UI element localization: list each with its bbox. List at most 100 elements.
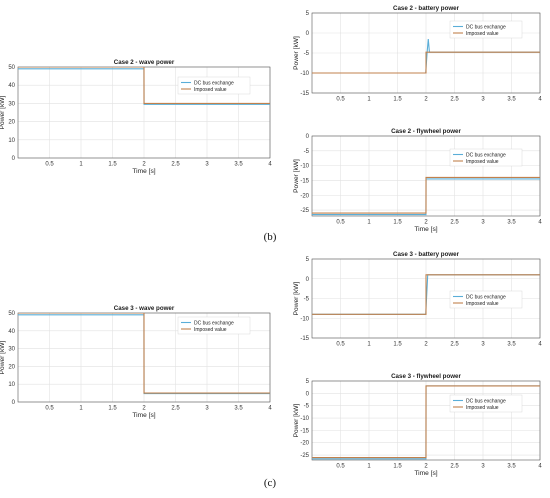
series-line-imposed — [18, 313, 270, 394]
x-axis-label: Time [s] — [414, 226, 437, 233]
x-tick-label: 1 — [79, 162, 83, 168]
legend-label: DC bus exchange — [194, 320, 234, 326]
x-tick-label: 2 — [424, 220, 428, 226]
plot-frame — [311, 12, 541, 94]
x-tick-label: 1 — [367, 97, 371, 103]
x-tick-label: 2 — [142, 162, 146, 168]
series-line-imposed — [18, 67, 270, 104]
legend-box — [449, 290, 523, 309]
chart-title: Case 3 - battery power — [393, 251, 460, 258]
x-tick-label: 2 — [424, 97, 428, 103]
panel-label-c: (c) — [264, 477, 277, 489]
x-tick-label: 2.5 — [171, 406, 180, 412]
x-tick-label: 3.5 — [507, 97, 516, 103]
legend-box — [177, 316, 251, 335]
x-tick-label: 2.5 — [450, 220, 459, 226]
x-tick-label: 0.5 — [336, 342, 345, 348]
legend-label: Imposed value — [194, 327, 227, 333]
legend-box — [449, 20, 523, 39]
x-tick-label: 0.5 — [336, 97, 345, 103]
legend-label: DC bus exchange — [194, 80, 234, 86]
legend-label: Imposed value — [466, 31, 499, 37]
x-tick-label: 3 — [481, 97, 485, 103]
x-tick-label: 2.5 — [450, 464, 459, 470]
y-tick-label: 40 — [8, 329, 15, 335]
y-tick-label: 0 — [12, 400, 16, 406]
x-tick-label: 0.5 — [45, 162, 54, 168]
y-tick-label: 0 — [306, 277, 310, 283]
x-tick-label: 1.5 — [393, 342, 402, 348]
x-tick-label: 1 — [367, 220, 371, 226]
case2-battery-chart: 0.5 1 1.5 2 2.5 3 3.5 4 -15 -10 -5 0 5 Case 2 - batte… — [293, 5, 542, 103]
y-tick-label: 50 — [8, 65, 15, 71]
y-tick-label: 5 — [306, 379, 310, 385]
y-tick-label: -10 — [300, 416, 309, 422]
plot-frame — [311, 135, 541, 217]
x-tick-label: 3 — [481, 464, 485, 470]
x-tick-label: 4 — [268, 162, 272, 168]
y-tick-label: -15 — [300, 428, 309, 434]
legend-label: DC bus exchange — [466, 398, 506, 404]
x-tick-label: 0.5 — [45, 406, 54, 412]
y-axis-label: Power [kW] — [293, 281, 300, 315]
y-tick-label: -25 — [300, 453, 309, 459]
panel-label-b: (b) — [264, 231, 277, 243]
y-tick-label: 5 — [306, 257, 310, 263]
x-tick-label: 3.5 — [234, 162, 243, 168]
x-tick-label: 1 — [367, 464, 371, 470]
y-tick-label: -20 — [300, 193, 309, 199]
y-tick-label: 50 — [8, 311, 15, 317]
x-tick-label: 4 — [538, 97, 542, 103]
x-tick-label: 3 — [481, 220, 485, 226]
y-axis-label: Power [kW] — [293, 36, 300, 70]
x-tick-label: 1 — [79, 406, 83, 412]
x-tick-label: 4 — [538, 464, 542, 470]
y-tick-label: -5 — [304, 51, 310, 57]
x-tick-label: 4 — [538, 342, 542, 348]
y-tick-label: -10 — [300, 164, 309, 170]
y-tick-label: 40 — [8, 83, 15, 89]
x-tick-label: 2.5 — [171, 162, 180, 168]
chart-title: Case 2 - flywheel power — [391, 128, 461, 135]
y-tick-label: -5 — [304, 404, 310, 410]
legend-label: Imposed value — [194, 87, 227, 93]
x-tick-label: 2 — [424, 464, 428, 470]
y-axis-label: Power [kW] — [293, 159, 300, 193]
y-tick-label: 10 — [8, 382, 15, 388]
x-tick-label: 3 — [205, 162, 209, 168]
series-line-imposed — [312, 176, 540, 214]
y-axis-label: Power [kW] — [293, 403, 300, 437]
x-tick-label: 2.5 — [450, 97, 459, 103]
y-tick-label: 20 — [8, 364, 15, 370]
x-tick-label: 0.5 — [336, 220, 345, 226]
y-tick-label: -15 — [300, 336, 309, 342]
y-tick-label: -5 — [304, 297, 310, 303]
legend-label: Imposed value — [466, 159, 499, 165]
x-tick-label: 4 — [538, 220, 542, 226]
y-tick-label: 20 — [8, 120, 15, 126]
legend-box — [449, 394, 523, 413]
y-tick-label: -20 — [300, 441, 309, 447]
x-tick-label: 3 — [481, 342, 485, 348]
x-tick-label: 3.5 — [507, 464, 516, 470]
case3-battery-chart: 0.5 1 1.5 2 2.5 3 3.5 4 -15 -10 -5 0 5 Case 3 - batte… — [293, 251, 542, 348]
y-tick-label: 0 — [12, 156, 16, 162]
x-axis-label: Time [s] — [132, 412, 155, 419]
x-tick-label: 1.5 — [108, 406, 117, 412]
plot-frame — [311, 258, 541, 339]
chart-title: Case 2 - wave power — [114, 59, 175, 66]
series-line-imposed — [312, 51, 540, 74]
x-tick-label: 2 — [142, 406, 146, 412]
x-tick-label: 3.5 — [507, 342, 516, 348]
y-tick-label: -10 — [300, 316, 309, 322]
y-tick-label: 30 — [8, 101, 15, 107]
x-tick-label: 0.5 — [336, 464, 345, 470]
y-tick-label: -15 — [300, 91, 309, 97]
y-tick-label: 10 — [8, 138, 15, 144]
